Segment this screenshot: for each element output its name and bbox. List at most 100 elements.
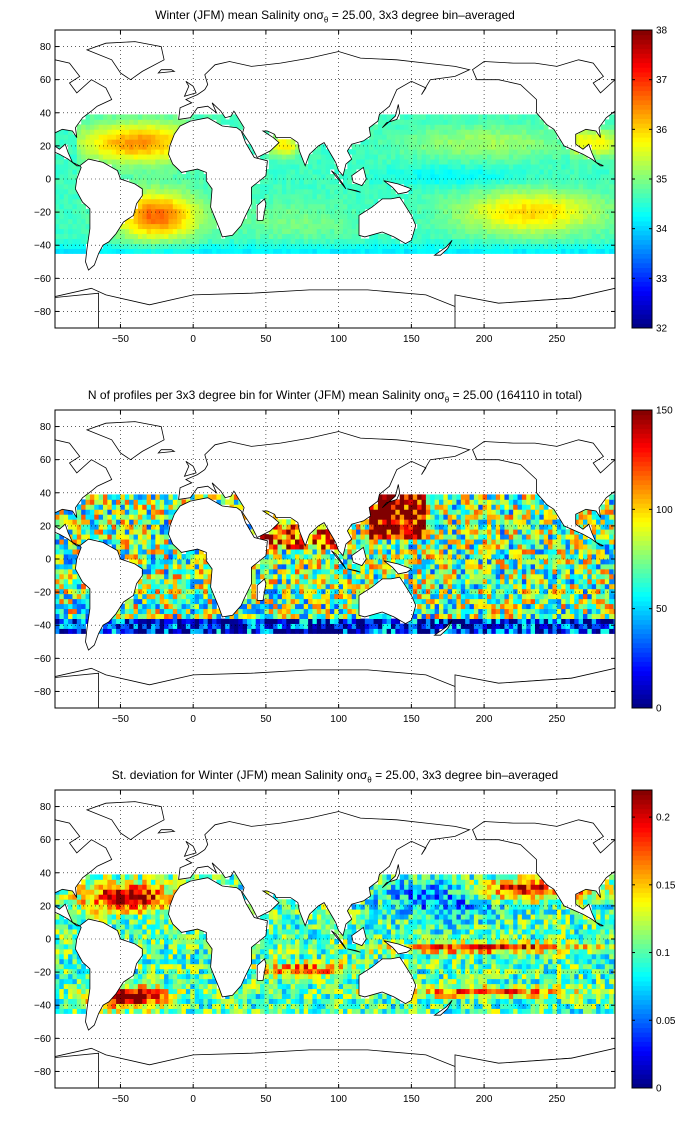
data-bin: [386, 524, 392, 530]
y-tick-label: −40: [34, 241, 51, 252]
data-bin: [452, 238, 457, 244]
data-bin: [465, 174, 470, 180]
data-bin: [583, 193, 588, 200]
data-bin: [312, 213, 318, 220]
data-bin: [382, 169, 388, 175]
data-bin: [421, 534, 427, 540]
data-bin: [373, 134, 379, 140]
data-bin: [491, 124, 497, 130]
data-bin: [151, 559, 156, 565]
data-bin: [478, 494, 484, 500]
data-bin: [587, 213, 593, 220]
data-bin: [72, 159, 78, 165]
data-bin: [85, 218, 91, 225]
data-bin: [469, 159, 475, 165]
data-bin: [404, 573, 409, 580]
data-bin: [478, 243, 484, 249]
data-bin: [347, 623, 353, 629]
data-bin: [395, 144, 401, 150]
data-bin: [609, 159, 614, 165]
data-bin: [308, 169, 313, 175]
data-bin: [404, 519, 409, 525]
data-bin: [425, 213, 431, 220]
data-bin: [199, 169, 204, 175]
data-bin: [281, 529, 287, 535]
data-bin: [290, 578, 296, 585]
data-bin: [609, 223, 614, 230]
data-bin: [491, 213, 497, 220]
data-bin: [308, 179, 313, 185]
data-bin: [535, 238, 540, 244]
data-bin: [159, 593, 165, 600]
data-bin: [351, 534, 357, 540]
data-bin: [63, 169, 69, 175]
data-bin: [181, 213, 187, 220]
data-bin: [591, 248, 597, 254]
data-bin: [561, 169, 566, 175]
data-bin: [111, 514, 117, 520]
data-bin: [133, 213, 139, 220]
data-bin: [85, 598, 91, 605]
data-bin: [456, 238, 462, 244]
data-bin: [277, 524, 283, 530]
data-bin: [325, 613, 331, 619]
data-bin: [343, 628, 348, 634]
data-bin: [364, 169, 370, 175]
data-bin: [491, 588, 497, 595]
data-bin: [465, 499, 470, 505]
data-bin: [63, 549, 69, 555]
data-bin: [421, 544, 427, 550]
data-bin: [487, 499, 492, 505]
data-bin: [491, 198, 497, 205]
data-bin: [190, 563, 196, 570]
data-bin: [142, 509, 148, 515]
data-bin: [364, 248, 370, 254]
data-bin: [351, 183, 357, 190]
data-bin: [421, 248, 427, 254]
data-bin: [103, 124, 108, 130]
data-bin: [190, 583, 196, 590]
data-bin: [343, 588, 348, 595]
data-bin: [273, 529, 278, 535]
data-bin: [281, 149, 287, 155]
data-bin: [386, 233, 392, 239]
data-bin: [146, 563, 152, 570]
data-bin: [465, 578, 470, 585]
data-bin: [439, 534, 444, 540]
data-bin: [425, 203, 431, 210]
data-bin: [98, 514, 104, 520]
data-bin: [504, 149, 510, 155]
data-bin: [316, 149, 322, 155]
data-bin: [425, 188, 431, 195]
data-bin: [439, 208, 444, 215]
data-bin: [281, 549, 287, 555]
data-bin: [430, 223, 436, 230]
data-bin: [356, 159, 361, 165]
data-bin: [251, 583, 257, 590]
data-bin: [508, 154, 514, 160]
data-bin: [308, 554, 313, 560]
data-bin: [369, 578, 374, 585]
data-bin: [321, 618, 326, 624]
data-bin: [329, 183, 335, 190]
data-bin: [295, 159, 300, 165]
data-bin: [465, 603, 470, 610]
data-bin: [159, 539, 165, 545]
data-bin: [59, 213, 65, 220]
data-bin: [55, 593, 60, 600]
data-bin: [59, 154, 65, 160]
data-bin: [321, 613, 326, 619]
data-bin: [268, 243, 274, 249]
data-bin: [600, 223, 606, 230]
data-bin: [94, 499, 100, 505]
data-bin: [111, 238, 117, 244]
data-bin: [212, 238, 217, 244]
data-bin: [325, 563, 331, 570]
data-bin: [321, 554, 326, 560]
data-bin: [447, 563, 453, 570]
data-bin: [133, 613, 139, 619]
data-bin: [299, 623, 305, 629]
data-bin: [85, 129, 91, 135]
data-bin: [155, 114, 161, 120]
data-bin: [604, 169, 610, 175]
